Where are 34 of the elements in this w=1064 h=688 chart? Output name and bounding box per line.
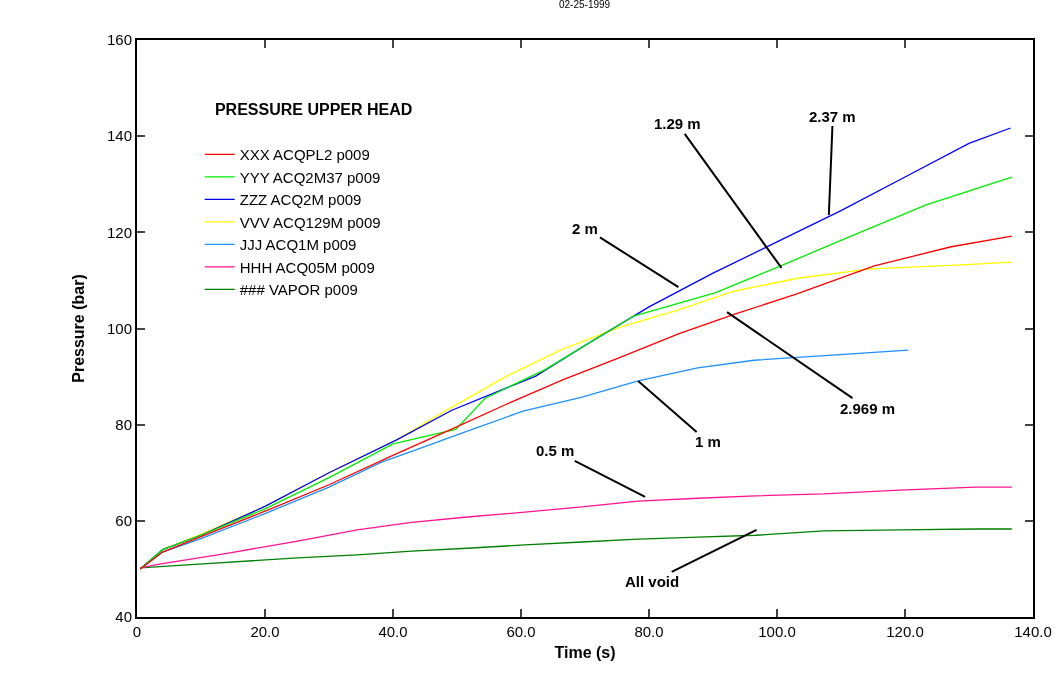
legend-label: XXX ACQPL2 p009: [239, 146, 370, 164]
legend-label: HHH ACQ05M p009: [239, 258, 375, 276]
y-tick-label: 40: [115, 608, 132, 626]
y-tick-label: 120: [106, 223, 132, 241]
y-tick-label: 100: [106, 319, 132, 337]
annotation: 2.37 m: [809, 108, 856, 125]
annotation: 1 m: [695, 433, 721, 450]
legend-label: JJJ ACQ1M p009: [239, 236, 357, 254]
x-tick-label: 100.0: [758, 623, 796, 640]
annotation: 2 m: [572, 220, 598, 237]
text: PRESSURE UPPER HEAD: [214, 100, 413, 118]
y-axis-title: Pressure (bar): [70, 274, 88, 383]
x-tick-label: 0: [132, 623, 142, 640]
annotation: All void: [625, 573, 680, 590]
x-tick-label: 80.0: [634, 623, 664, 640]
legend-label: ZZZ ACQ2M p009: [239, 191, 362, 209]
legend-label: VVV ACQ129M p009: [239, 213, 381, 231]
annotation: 2.969 m: [840, 400, 896, 417]
x-tick-label: 140.0: [1014, 623, 1052, 640]
text: 02-25-1999: [559, 0, 611, 10]
annotation: 0.5 m: [536, 442, 575, 459]
line-series: [139, 486, 1013, 569]
x-tick-label: 40.0: [378, 623, 408, 640]
x-tick-label: 20.0: [250, 623, 280, 640]
legend-label: ### VAPOR p009: [239, 281, 358, 299]
annotation: 1.29 m: [654, 115, 701, 132]
y-tick-label: 140: [106, 127, 132, 145]
x-tick-label: 60.0: [506, 623, 536, 640]
legend-label: YYY ACQ2M37 p009: [239, 168, 381, 186]
y-tick-label: 60: [115, 512, 132, 530]
y-tick-label: 160: [106, 31, 132, 49]
y-tick-label: 80: [115, 415, 132, 433]
x-tick-label: 120.0: [886, 623, 924, 640]
x-axis-title: Time (s): [554, 644, 616, 662]
